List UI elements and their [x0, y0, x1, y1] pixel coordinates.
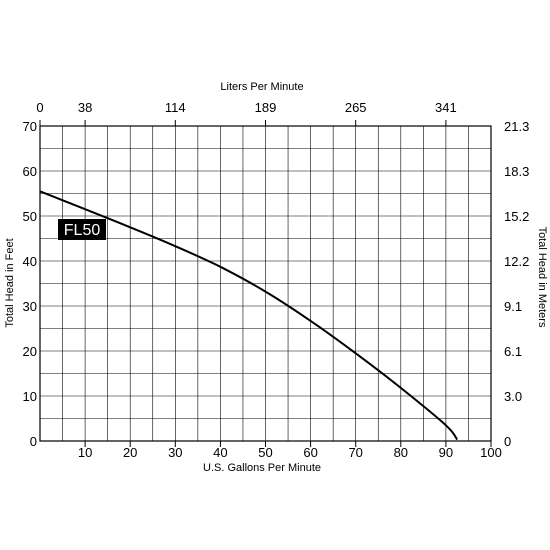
y-tick-label: 50	[23, 209, 37, 224]
x-tick-label: 20	[123, 445, 137, 460]
x-tick-label: 100	[480, 445, 502, 460]
y-tick-label: 0	[30, 434, 37, 449]
y-tick-label: 20	[23, 344, 37, 359]
y2-tick-label: 15.2	[504, 209, 529, 224]
series-line-fl50	[39, 190, 459, 441]
x-tick-label: 90	[439, 445, 453, 460]
x-tick-label: 40	[213, 445, 227, 460]
x-tick-label: 30	[168, 445, 182, 460]
y-tick-label: 70	[23, 119, 37, 134]
y2-tick-label: 3.0	[504, 389, 522, 404]
x-tick-label: 50	[258, 445, 272, 460]
x2-axis-title: Liters Per Minute	[220, 81, 303, 93]
y2-tick-label: 0	[504, 434, 511, 449]
y2-tick-label: 6.1	[504, 344, 522, 359]
x-axis-title: U.S. Gallons Per Minute	[203, 462, 321, 474]
x2-tick-label: 114	[165, 100, 186, 115]
x-tick-label: 10	[78, 445, 92, 460]
y-tick-label: 40	[23, 254, 37, 269]
series-label-box: FL50	[58, 219, 106, 240]
y-tick-label: 60	[23, 164, 37, 179]
x2-tick-label: 341	[435, 100, 457, 115]
y2-tick-label: 18.3	[504, 164, 529, 179]
x2-tick-label: 265	[345, 100, 367, 115]
x2-tick-label: 189	[255, 100, 277, 115]
x2-tick-label: 38	[78, 100, 92, 115]
y2-tick-label: 12.2	[504, 254, 529, 269]
y-axis-title: Total Head in Feet	[4, 238, 16, 327]
x-tick-label: 70	[348, 445, 362, 460]
tick-marks	[39, 120, 492, 447]
grid-lines	[40, 126, 491, 441]
x-tick-label: 80	[394, 445, 408, 460]
y2-axis-title: Total Head in Meters	[536, 227, 548, 328]
series-label-fl50: FL50	[64, 222, 101, 239]
y-tick-label: 30	[23, 299, 37, 314]
x-tick-label: 60	[303, 445, 317, 460]
y2-tick-label: 9.1	[504, 299, 522, 314]
y-tick-label: 10	[23, 389, 37, 404]
x2-tick-label: 0	[36, 100, 43, 115]
y2-tick-label: 21.3	[504, 119, 529, 134]
